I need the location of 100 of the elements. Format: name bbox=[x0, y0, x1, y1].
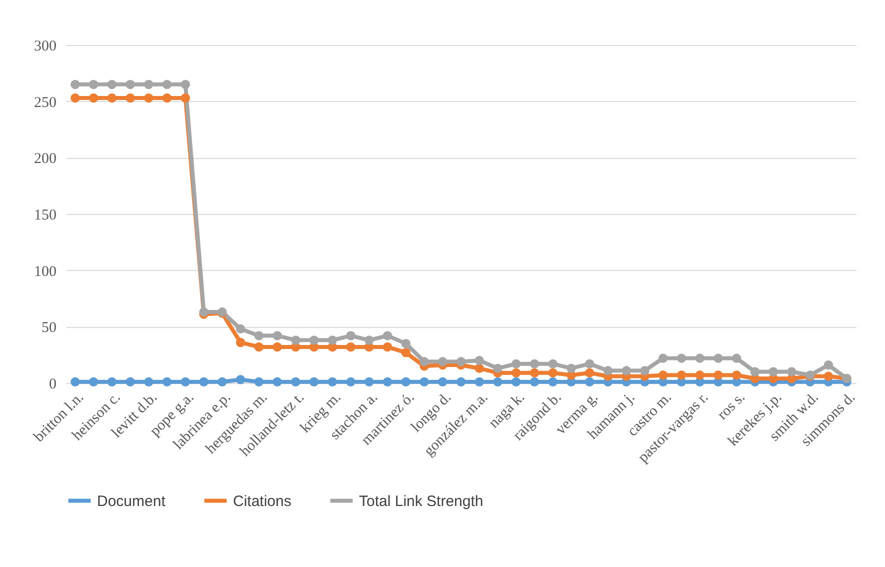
point bbox=[272, 342, 282, 352]
point bbox=[603, 366, 613, 376]
y-tick-label: 150 bbox=[34, 208, 56, 224]
point bbox=[456, 356, 466, 366]
point bbox=[512, 377, 521, 386]
legend-label: Total Link Strength bbox=[359, 492, 484, 510]
point bbox=[107, 377, 117, 386]
point bbox=[382, 331, 392, 340]
point bbox=[88, 377, 98, 386]
point bbox=[88, 93, 98, 103]
y-tick-label: 100 bbox=[34, 264, 56, 280]
point bbox=[676, 354, 686, 363]
point bbox=[346, 377, 356, 386]
point bbox=[328, 336, 338, 345]
point bbox=[364, 377, 374, 386]
point bbox=[254, 342, 264, 352]
point bbox=[584, 359, 594, 368]
point bbox=[658, 354, 668, 363]
point bbox=[493, 377, 502, 386]
point bbox=[364, 336, 374, 345]
point bbox=[144, 80, 154, 90]
point bbox=[70, 377, 80, 386]
point bbox=[88, 80, 98, 90]
point bbox=[126, 80, 135, 90]
point bbox=[309, 377, 319, 386]
point bbox=[144, 377, 154, 386]
point bbox=[162, 377, 172, 386]
point bbox=[456, 377, 466, 386]
point bbox=[272, 331, 282, 340]
point bbox=[768, 367, 778, 376]
point bbox=[236, 375, 246, 384]
point bbox=[584, 368, 594, 378]
point bbox=[824, 360, 834, 370]
point bbox=[824, 372, 834, 381]
point bbox=[420, 356, 429, 366]
point bbox=[309, 336, 319, 345]
point bbox=[382, 342, 392, 352]
y-tick-label: 300 bbox=[34, 38, 56, 54]
legend-label: Citations bbox=[233, 492, 292, 510]
point bbox=[180, 80, 190, 90]
point bbox=[218, 377, 227, 386]
point bbox=[548, 359, 558, 368]
point bbox=[401, 377, 410, 386]
point bbox=[126, 93, 135, 103]
point bbox=[548, 377, 558, 386]
y-tick-label: 50 bbox=[42, 320, 56, 336]
point bbox=[401, 338, 410, 348]
point bbox=[658, 370, 668, 380]
point bbox=[107, 93, 117, 103]
point bbox=[291, 336, 300, 345]
point bbox=[474, 364, 484, 373]
point bbox=[180, 93, 190, 103]
point bbox=[180, 377, 190, 386]
point bbox=[732, 370, 742, 380]
point bbox=[382, 377, 392, 386]
y-tick-label: 200 bbox=[34, 151, 56, 168]
point bbox=[474, 356, 484, 366]
point bbox=[512, 359, 521, 368]
point bbox=[640, 366, 650, 376]
point bbox=[254, 377, 264, 386]
point bbox=[530, 377, 540, 386]
point bbox=[438, 356, 448, 366]
point bbox=[438, 377, 448, 386]
y-tick-label: 250 bbox=[34, 94, 56, 111]
point bbox=[474, 377, 484, 386]
point bbox=[548, 368, 558, 378]
point bbox=[70, 80, 80, 90]
point bbox=[676, 370, 686, 380]
point bbox=[493, 364, 502, 373]
point bbox=[162, 93, 172, 103]
point bbox=[695, 354, 704, 363]
point bbox=[714, 354, 723, 363]
point bbox=[162, 80, 172, 90]
point bbox=[695, 370, 704, 380]
point bbox=[622, 366, 631, 376]
point bbox=[126, 377, 135, 386]
point bbox=[107, 80, 117, 90]
point bbox=[787, 367, 796, 376]
legend-label: Document bbox=[97, 492, 166, 510]
point bbox=[328, 377, 338, 386]
point bbox=[199, 377, 208, 386]
y-tick-label: 0 bbox=[49, 376, 56, 392]
point bbox=[272, 377, 282, 386]
point bbox=[199, 307, 208, 317]
point bbox=[236, 324, 246, 334]
point bbox=[401, 348, 410, 358]
point bbox=[346, 331, 356, 340]
point bbox=[530, 368, 540, 378]
point bbox=[714, 370, 723, 380]
point bbox=[530, 359, 540, 368]
point bbox=[346, 342, 356, 352]
point bbox=[144, 93, 154, 103]
point bbox=[566, 364, 576, 373]
point bbox=[512, 368, 521, 378]
point bbox=[254, 331, 264, 340]
point bbox=[750, 367, 760, 376]
point bbox=[291, 377, 300, 386]
point bbox=[236, 338, 246, 348]
point bbox=[70, 93, 80, 103]
point bbox=[420, 377, 429, 386]
